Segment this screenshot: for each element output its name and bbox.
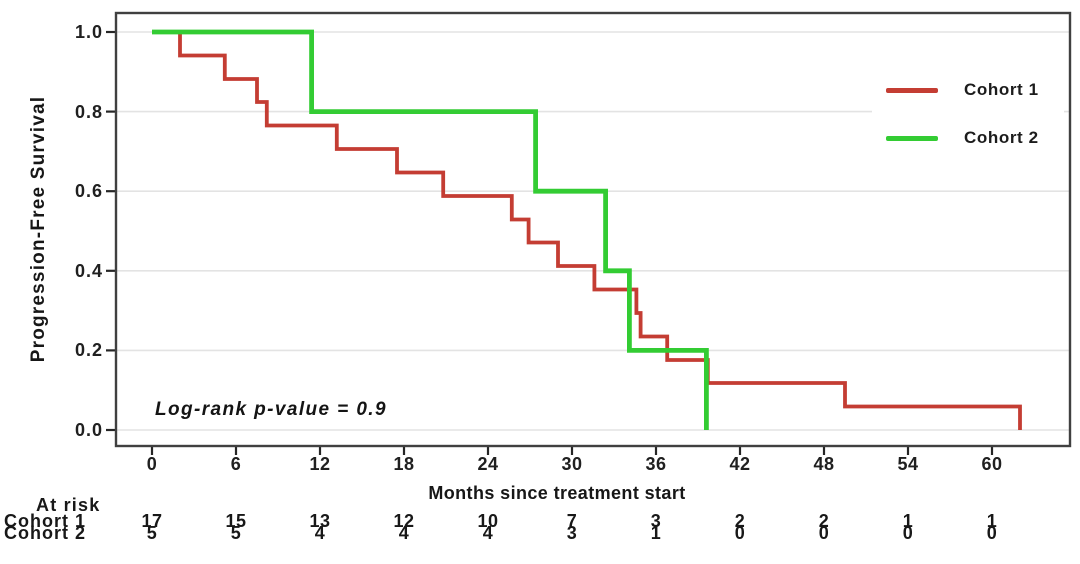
cohort2-survival-curve	[152, 29, 709, 430]
at-risk-header: At risk	[36, 495, 101, 515]
at-risk-row-label-1: Cohort 1	[4, 511, 86, 531]
y-tick-label-0.8: 0.8	[74, 101, 103, 122]
x-tick-label-60: 60	[981, 454, 1003, 474]
at-risk-row-label-2: Cohort 2	[4, 523, 86, 543]
x-tick-label-54: 54	[897, 454, 919, 474]
x-axis-title: Months since treatment start	[428, 483, 686, 503]
y-tick-label-0.4: 0.4	[74, 260, 103, 281]
logrank-pvalue-annotation: Log-rank p-value = 0.9	[155, 399, 387, 420]
at-risk-count: 5	[146, 523, 158, 543]
cohort1-survival-curve	[152, 30, 1022, 430]
legend-label-cohort2: Cohort 2	[964, 128, 1039, 147]
at-risk-count: 2	[818, 511, 830, 531]
at-risk-count: 3	[650, 511, 662, 531]
at-risk-count: 4	[482, 523, 494, 543]
at-risk-count: 0	[986, 523, 998, 543]
legend: Cohort 1 Cohort 2	[872, 66, 1064, 162]
x-tick-label-24: 24	[477, 454, 499, 474]
x-tick-label-6: 6	[230, 454, 242, 474]
at-risk-count: 1	[902, 511, 914, 531]
x-tick-label-42: 42	[729, 454, 751, 474]
at-risk-count: 10	[477, 511, 499, 531]
x-tick-label-0: 0	[146, 454, 158, 474]
cohort1-line-swatch	[886, 87, 938, 93]
x-tick-label-48: 48	[813, 454, 835, 474]
x-tick-label-30: 30	[561, 454, 583, 474]
cohort2-line-swatch	[886, 135, 938, 141]
x-tick-label-18: 18	[393, 454, 415, 474]
at-risk-count: 13	[309, 511, 331, 531]
legend-item-cohort1: Cohort 1	[872, 80, 1064, 100]
y-axis-title: Progression-Free Survival	[28, 95, 49, 363]
at-risk-count: 7	[566, 511, 578, 531]
x-tick-label-36: 36	[645, 454, 667, 474]
at-risk-count: 2	[734, 511, 746, 531]
at-risk-count: 5	[230, 523, 242, 543]
y-tick-label-1.0: 1.0	[74, 22, 103, 42]
at-risk-count: 3	[566, 523, 578, 543]
legend-item-cohort2: Cohort 2	[872, 128, 1064, 148]
y-tick-label-0.6: 0.6	[74, 181, 103, 202]
panel-border	[114, 11, 1072, 448]
at-risk-count: 12	[393, 511, 415, 531]
at-risk-count: 0	[734, 523, 746, 543]
at-risk-count: 0	[902, 523, 914, 543]
at-risk-count: 0	[818, 523, 830, 543]
y-tick-label-0.0: 0.0	[74, 420, 103, 440]
at-risk-count: 17	[141, 511, 163, 531]
legend-label-cohort1: Cohort 1	[964, 80, 1039, 99]
at-risk-count: 1	[986, 511, 998, 531]
at-risk-count: 4	[314, 523, 326, 543]
y-tick-label-0.2: 0.2	[74, 340, 103, 361]
x-tick-label-12: 12	[309, 454, 331, 474]
at-risk-count: 4	[398, 523, 410, 543]
at-risk-count: 1	[650, 523, 662, 543]
at-risk-count: 15	[225, 511, 247, 531]
